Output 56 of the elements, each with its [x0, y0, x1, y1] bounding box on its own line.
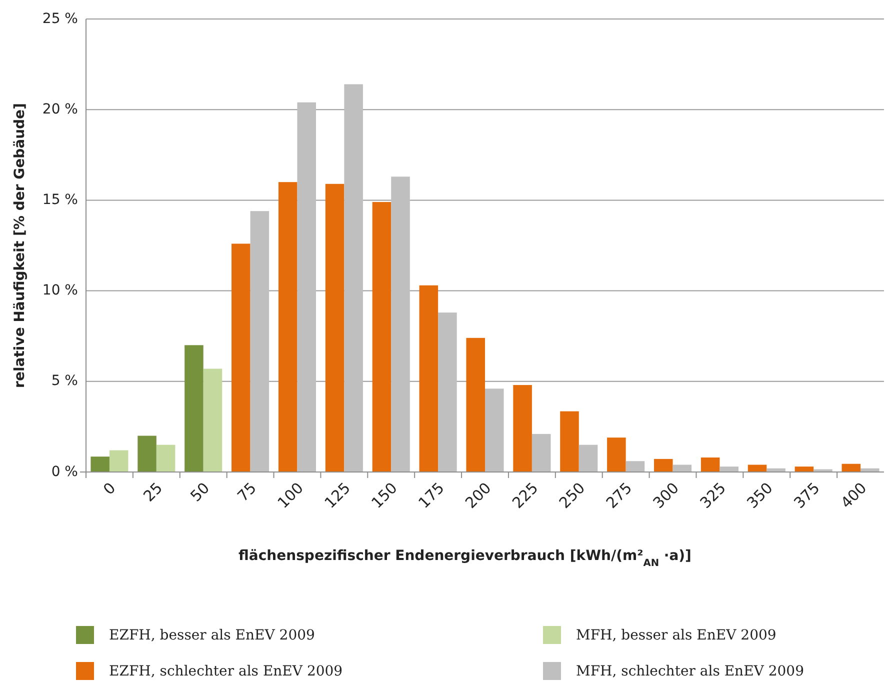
- legend-label: MFH, besser als EnEV 2009: [576, 628, 776, 644]
- bar: [184, 345, 204, 472]
- bar: [372, 202, 392, 472]
- x-tick-label: 250: [556, 478, 589, 512]
- x-tick-label: 100: [274, 478, 307, 512]
- x-tick-label: 0: [100, 478, 120, 498]
- bar: [654, 458, 673, 472]
- bar: [203, 368, 222, 472]
- bar: [578, 444, 598, 472]
- bar: [250, 211, 270, 472]
- bar: [391, 176, 410, 472]
- bar: [607, 438, 626, 472]
- y-tick-label: 20 %: [42, 101, 78, 118]
- bar: [700, 458, 720, 472]
- bar: [109, 450, 128, 472]
- bar: [532, 434, 551, 472]
- y-tick-label: 25 %: [42, 10, 78, 27]
- x-tick-label: 175: [414, 478, 448, 512]
- legend-label: EZFH, besser als EnEV 2009: [109, 628, 315, 644]
- x-tick-label: 150: [368, 478, 401, 512]
- bar: [842, 464, 861, 472]
- y-axis-title: relative Häufigkeit [% der Gebäude]: [12, 103, 28, 388]
- x-tick-label: 200: [462, 478, 495, 512]
- bar: [232, 244, 250, 472]
- bar: [278, 182, 298, 472]
- x-tick-label: 125: [320, 478, 354, 512]
- bar: [794, 466, 814, 472]
- x-tick-label: 325: [696, 478, 730, 512]
- bar: [156, 444, 176, 472]
- bar: [513, 385, 532, 472]
- bar: [325, 184, 344, 472]
- legend-label: MFH, schlechter als EnEV 2009: [576, 664, 804, 680]
- x-tick-label: 400: [837, 478, 870, 512]
- x-tick-label: 25: [140, 478, 166, 506]
- bar: [466, 338, 485, 472]
- x-tick-label: 300: [650, 478, 682, 512]
- bar: [438, 312, 457, 472]
- x-axis-title: flächenspezifischer Endenergieverbrauch [kWh/(m²$_{AN}$ ·a)]: [238, 548, 692, 568]
- x-tick-label: 50: [186, 478, 214, 506]
- bar: [297, 102, 316, 472]
- y-tick-label: 5 %: [51, 373, 78, 390]
- bar: [419, 285, 438, 472]
- bar: [720, 466, 738, 472]
- bar: [485, 388, 504, 472]
- y-tick-label: 10 %: [42, 282, 78, 299]
- legend-label: EZFH, schlechter als EnEV 2009: [109, 664, 343, 680]
- bar: [626, 461, 645, 472]
- y-tick-label: 0 %: [51, 464, 78, 480]
- x-tick-label: 350: [743, 478, 776, 512]
- bar: [344, 84, 363, 472]
- bar: [138, 436, 156, 472]
- bar: [90, 456, 110, 472]
- bar: [560, 411, 579, 472]
- x-tick-label: 375: [790, 478, 824, 512]
- x-tick-label: 75: [234, 478, 260, 506]
- y-tick-label: 15 %: [42, 192, 78, 208]
